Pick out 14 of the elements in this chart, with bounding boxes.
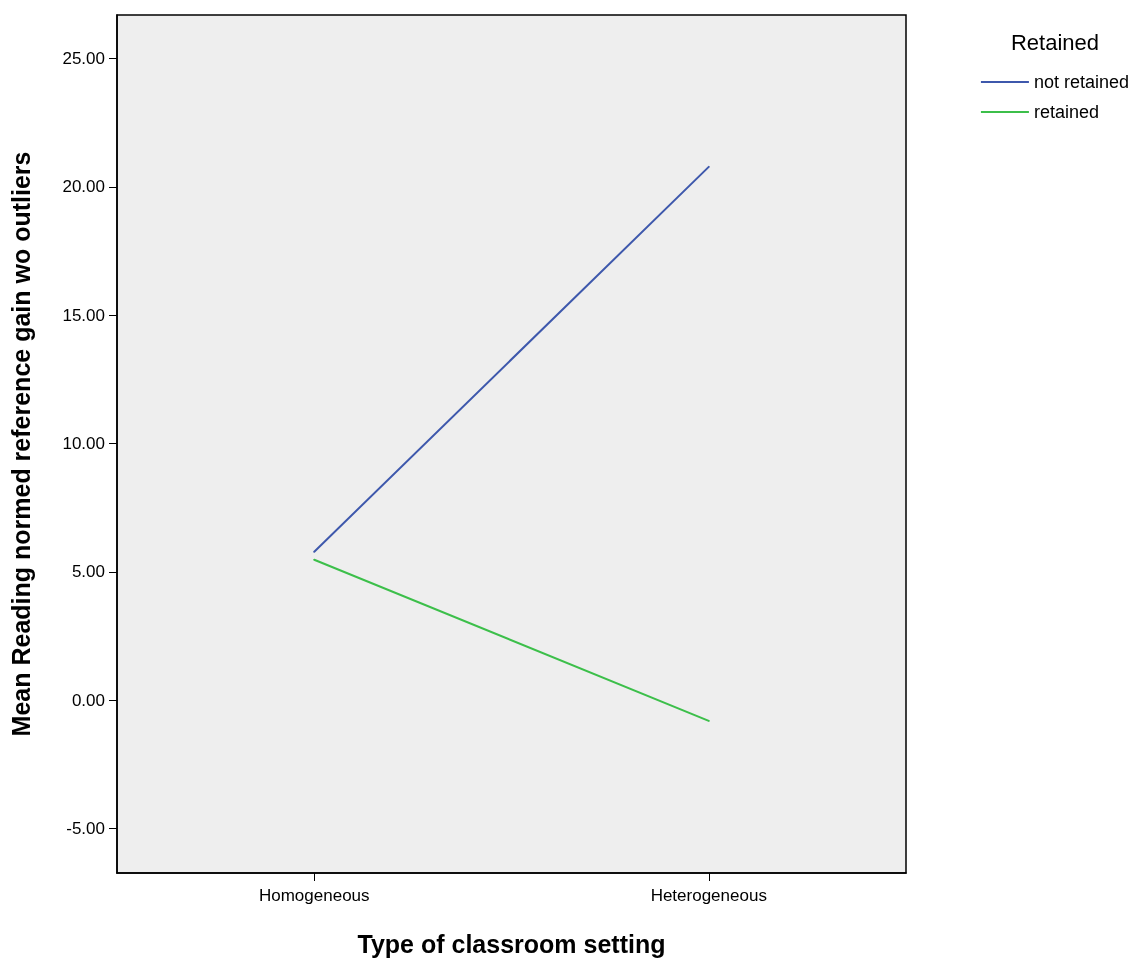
y-tick-label: -5.00: [66, 818, 105, 838]
x-tick-label: Homogeneous: [258, 886, 370, 905]
y-tick-label: 15.00: [62, 305, 105, 325]
legend-title: Retained: [1010, 29, 1100, 55]
y-tick-label: 10.00: [62, 433, 105, 453]
x-tick-label: Heterogeneous: [650, 886, 767, 905]
y-tick-label: 5.00: [71, 562, 105, 582]
y-axis-title: Mean Reading normed reference gain wo outliers: [6, 151, 35, 737]
y-tick-label: 0.00: [71, 690, 105, 710]
y-tick-label: 20.00: [62, 177, 105, 197]
legend-label: retained: [1033, 102, 1099, 122]
x-axis-title: Type of classroom setting: [357, 929, 666, 958]
y-tick-label: 25.00: [62, 49, 105, 69]
legend-label: not retained: [1033, 72, 1130, 92]
